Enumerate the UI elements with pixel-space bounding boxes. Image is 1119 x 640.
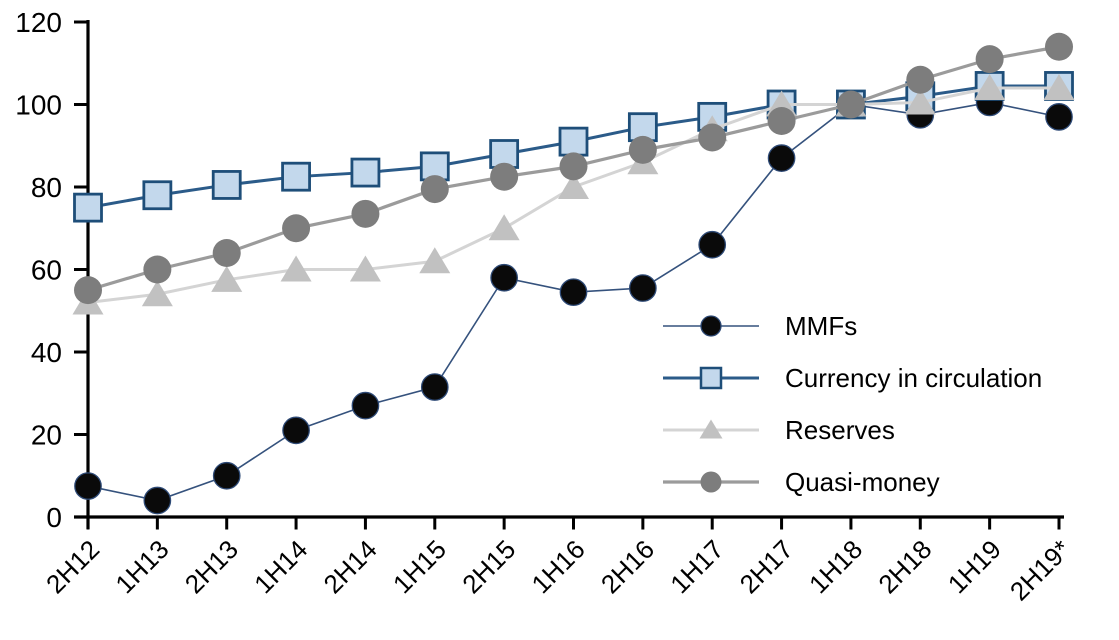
legend-marker-shape	[699, 366, 723, 390]
legend-marker-shape	[699, 419, 723, 439]
chart-legend: MMFs Currency in circulation Reserves Qu…	[663, 300, 1042, 508]
y-axis-tick-label: 120	[15, 7, 62, 38]
data-point-marker	[282, 214, 311, 243]
data-point-marker	[280, 255, 312, 282]
data-point-marker	[629, 274, 657, 302]
data-point-marker	[836, 90, 865, 119]
legend-item-reserves: Reserves	[663, 404, 1042, 456]
x-axis-tick-label: 1H17	[664, 534, 729, 599]
data-point-marker	[349, 255, 381, 282]
legend-item-quasi-money: Quasi-money	[663, 456, 1042, 508]
mmfs-legend-marker	[663, 315, 759, 337]
data-point-marker	[143, 255, 172, 284]
data-point-marker	[281, 161, 311, 192]
x-axis-tick-label: 1H14	[248, 534, 313, 599]
x-axis-tick-label: 1H13	[109, 534, 174, 599]
x-axis-tick-label: 1H18	[803, 534, 868, 599]
y-axis-tick-label: 100	[15, 90, 62, 121]
currency-legend-marker	[663, 366, 759, 390]
legend-label-reserves: Reserves	[785, 415, 895, 445]
x-axis-tick-label: 2H12	[40, 534, 105, 599]
data-point-marker	[489, 139, 520, 169]
x-axis-tick-label: 2H19*	[1004, 534, 1076, 606]
data-point-marker	[559, 278, 588, 307]
data-point-marker	[1045, 32, 1073, 61]
data-point-marker	[698, 123, 727, 152]
y-axis-tick-label: 40	[31, 337, 62, 368]
data-point-marker	[559, 152, 588, 181]
data-point-marker	[558, 173, 589, 199]
data-point-marker	[143, 486, 172, 515]
y-axis-tick-label: 60	[31, 255, 62, 286]
series-quasi-money	[74, 32, 1073, 305]
x-axis-tick-label: 2H18	[872, 534, 937, 599]
data-point-marker	[282, 416, 310, 445]
legend-item-mmfs: MMFs	[663, 300, 1042, 352]
x-axis-tick-label: 2H14	[318, 534, 383, 599]
data-point-marker	[767, 144, 796, 172]
data-point-marker	[351, 199, 380, 228]
y-axis-tick-label: 80	[31, 172, 62, 203]
data-point-marker	[420, 175, 449, 204]
data-point-marker	[212, 461, 241, 490]
data-point-marker	[767, 107, 796, 135]
x-axis-tick-label: 2H15	[456, 534, 521, 599]
data-point-marker	[351, 391, 380, 420]
y-axis-tick-label: 0	[46, 502, 62, 533]
data-point-marker	[211, 170, 242, 200]
data-point-marker	[628, 135, 657, 164]
legend-marker-shape	[700, 471, 722, 493]
data-point-marker	[212, 239, 241, 267]
data-point-marker	[904, 88, 936, 115]
data-point-marker	[558, 126, 589, 157]
quasi-money-legend-marker	[663, 471, 759, 493]
x-axis-tick-label: 2H13	[179, 534, 244, 599]
x-axis-tick-label: 2H16	[595, 534, 660, 599]
data-point-marker	[350, 157, 381, 188]
data-point-marker	[1045, 103, 1073, 131]
data-point-marker	[975, 45, 1004, 74]
data-point-marker	[906, 65, 935, 94]
data-point-marker	[74, 276, 102, 305]
data-point-marker	[419, 247, 451, 274]
data-point-marker	[488, 214, 520, 241]
x-axis-tick-label: 1H16	[526, 534, 591, 599]
data-point-marker	[74, 472, 102, 500]
data-point-marker	[141, 280, 173, 307]
data-point-marker	[1043, 74, 1075, 100]
reserves-legend-marker	[663, 419, 759, 439]
data-point-marker	[974, 74, 1006, 100]
legend-marker-shape	[700, 315, 722, 337]
data-point-marker	[142, 180, 173, 211]
legend-label-currency-in-circulation: Currency in circulation	[785, 363, 1043, 393]
data-point-marker	[490, 162, 519, 191]
data-point-marker	[698, 230, 727, 259]
data-point-marker	[73, 192, 103, 223]
data-point-marker	[420, 373, 449, 401]
x-axis-tick-label: 1H19	[942, 534, 1007, 599]
data-point-marker	[211, 265, 243, 292]
legend-label-quasi-money: Quasi-money	[785, 467, 940, 497]
x-axis-tick-label: 2H17	[734, 534, 799, 599]
x-axis-tick-label: 1H15	[387, 534, 452, 599]
data-point-marker	[490, 263, 518, 292]
legend-item-currency-in-circulation: Currency in circulation	[663, 352, 1042, 404]
legend-label-mmfs: MMFs	[785, 311, 858, 341]
y-axis-tick-label: 20	[31, 420, 62, 451]
